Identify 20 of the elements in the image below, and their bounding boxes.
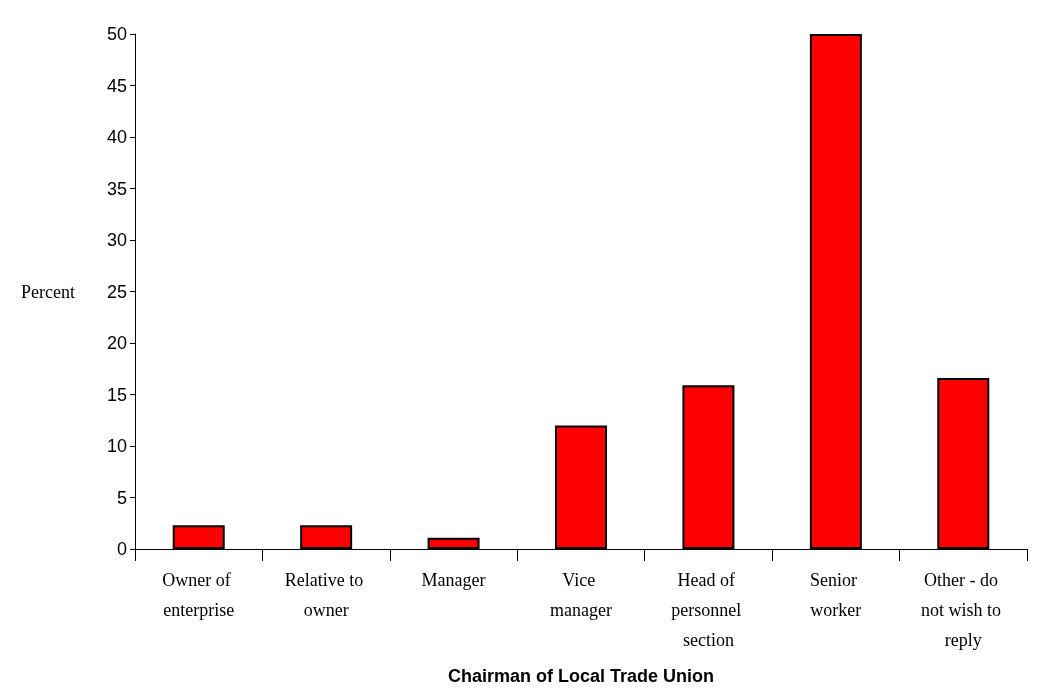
y-tick-label: 35 [106, 178, 127, 199]
y-tick-label: 20 [106, 333, 127, 353]
y-tick-label: 25 [106, 281, 127, 302]
y-tick-label: 15 [106, 384, 127, 405]
x-tick-label: Manager [421, 570, 486, 590]
y-tick-label: 30 [106, 230, 127, 250]
y-tick-label: 10 [106, 436, 127, 456]
x-tick-label: Senior worker [810, 570, 862, 620]
y-tick-label: 5 [116, 487, 127, 508]
x-tick-label: Owner of enterprise [162, 570, 236, 620]
y-tick-label: 0 [116, 539, 127, 559]
y-tick-label: 50 [106, 24, 127, 44]
x-tick-label: Relative to owner [284, 570, 368, 620]
y-tick-label: 40 [106, 127, 127, 147]
x-tick-label: Vice manager [550, 570, 612, 620]
x-tick-label: Head of personnel section [671, 570, 746, 650]
y-axis-title: Percent [21, 281, 75, 302]
y-tick-label: 45 [106, 75, 127, 96]
x-tick-label: Other - do not wish to reply [921, 570, 1006, 650]
x-axis-title: Chairman of Local Trade Union [447, 666, 715, 686]
